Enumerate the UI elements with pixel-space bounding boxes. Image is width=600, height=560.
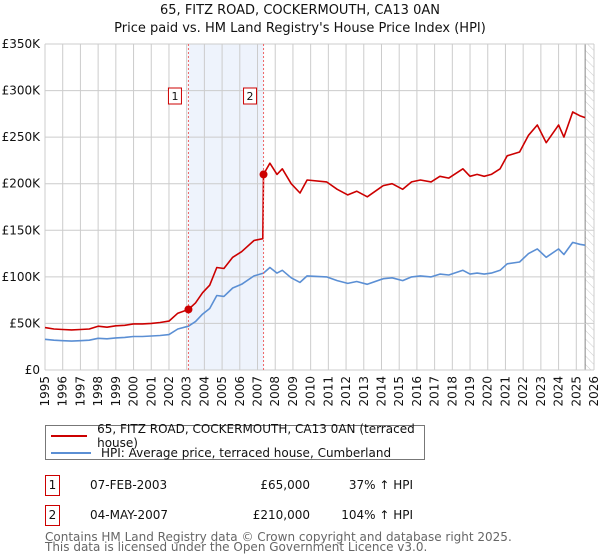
x-tick-label: 2023 xyxy=(534,376,548,407)
transaction-date: 04-MAY-2007 xyxy=(90,508,169,522)
sale-point xyxy=(259,170,268,179)
x-tick-label: 1997 xyxy=(73,376,87,407)
hpi-series-line xyxy=(44,241,586,342)
price-chart: 65, FITZ ROAD, COCKERMOUTH, CA13 0AN Pri… xyxy=(2,3,600,407)
legend-label: HPI: Average price, terraced house, Cumb… xyxy=(101,446,392,460)
y-tick-label: £0 xyxy=(25,363,40,377)
transaction-hpi: 37% ↑ HPI xyxy=(348,478,413,492)
transaction-row: 2 04-MAY-2007 £210,000 104% ↑ HPI xyxy=(45,505,445,527)
sale-label-box xyxy=(243,87,258,105)
x-tick-label: 2018 xyxy=(445,376,459,407)
x-tick-label: 2015 xyxy=(392,376,406,407)
legend-item-hpi: HPI: Average price, terraced house, Cumb… xyxy=(46,445,391,461)
chart-subtitle: Price paid vs. HM Land Registry's House … xyxy=(114,21,486,36)
x-tick-label: 1995 xyxy=(38,376,52,407)
x-tick-label: 2014 xyxy=(374,376,388,407)
x-tick-label: 2021 xyxy=(498,376,512,407)
x-tick-label: 2012 xyxy=(339,376,353,407)
x-tick-label: 2020 xyxy=(481,376,495,407)
sale-label: 2 xyxy=(247,90,254,103)
chart-title: 65, FITZ ROAD, COCKERMOUTH, CA13 0AN xyxy=(160,3,440,18)
x-tick-label: 2016 xyxy=(410,376,424,407)
y-tick-label: £50K xyxy=(9,316,41,330)
x-tick-label: 2006 xyxy=(233,376,247,407)
transaction-marker: 1 xyxy=(45,475,60,496)
x-tick-label: 1999 xyxy=(109,376,123,407)
transaction-price: £210,000 xyxy=(252,508,310,522)
y-tick-label: £150K xyxy=(2,223,42,237)
x-tick-label: 2026 xyxy=(587,376,600,407)
legend: 65, FITZ ROAD, COCKERMOUTH, CA13 0AN (te… xyxy=(45,422,425,461)
footer-copyright: Contains HM Land Registry data © Crown c… xyxy=(45,530,512,544)
y-tick-label: £300K xyxy=(2,84,42,98)
future-hatch xyxy=(585,44,594,370)
sale-label-box xyxy=(167,87,182,105)
legend-item-property: 65, FITZ ROAD, COCKERMOUTH, CA13 0AN (te… xyxy=(46,422,424,450)
x-tick-label: 2019 xyxy=(463,376,477,407)
sale-point xyxy=(184,305,193,314)
y-tick-label: £350K xyxy=(2,37,42,51)
transaction-hpi: 104% ↑ HPI xyxy=(341,508,413,522)
x-tick-label: 2001 xyxy=(144,376,158,407)
x-tick-label: 2008 xyxy=(268,376,282,407)
legend-swatch-blue xyxy=(51,452,91,454)
transaction-marker: 2 xyxy=(45,505,60,526)
y-tick-label: £200K xyxy=(2,177,42,191)
x-tick-label: 2013 xyxy=(357,376,371,407)
x-tick-label: 2010 xyxy=(304,376,318,407)
x-tick-label: 2009 xyxy=(286,376,300,407)
x-tick-label: 2025 xyxy=(569,376,583,407)
transaction-row: 1 07-FEB-2003 £65,000 37% ↑ HPI xyxy=(45,475,445,497)
x-tick-label: 2024 xyxy=(552,376,566,407)
x-tick-label: 1998 xyxy=(91,376,105,407)
x-tick-label: 1996 xyxy=(56,376,70,407)
x-tick-label: 2002 xyxy=(162,376,176,407)
y-tick-label: £100K xyxy=(2,270,42,284)
x-tick-label: 2022 xyxy=(516,376,530,407)
x-tick-label: 2000 xyxy=(127,376,141,407)
legend-swatch-red xyxy=(51,435,88,437)
footer-licence: This data is licensed under the Open Gov… xyxy=(45,540,428,554)
sale-label: 1 xyxy=(171,90,178,103)
legend-label: 65, FITZ ROAD, COCKERMOUTH, CA13 0AN (te… xyxy=(97,422,415,450)
x-tick-label: 2007 xyxy=(251,376,265,407)
x-tick-label: 2017 xyxy=(428,376,442,407)
x-tick-label: 2011 xyxy=(321,376,335,407)
x-tick-label: 2003 xyxy=(180,376,194,407)
y-tick-label: £250K xyxy=(2,130,42,144)
transaction-price: £65,000 xyxy=(260,478,310,492)
transaction-date: 07-FEB-2003 xyxy=(90,478,168,492)
property-series-line xyxy=(44,111,586,331)
x-tick-label: 2005 xyxy=(215,376,229,407)
x-tick-label: 2004 xyxy=(197,376,211,407)
